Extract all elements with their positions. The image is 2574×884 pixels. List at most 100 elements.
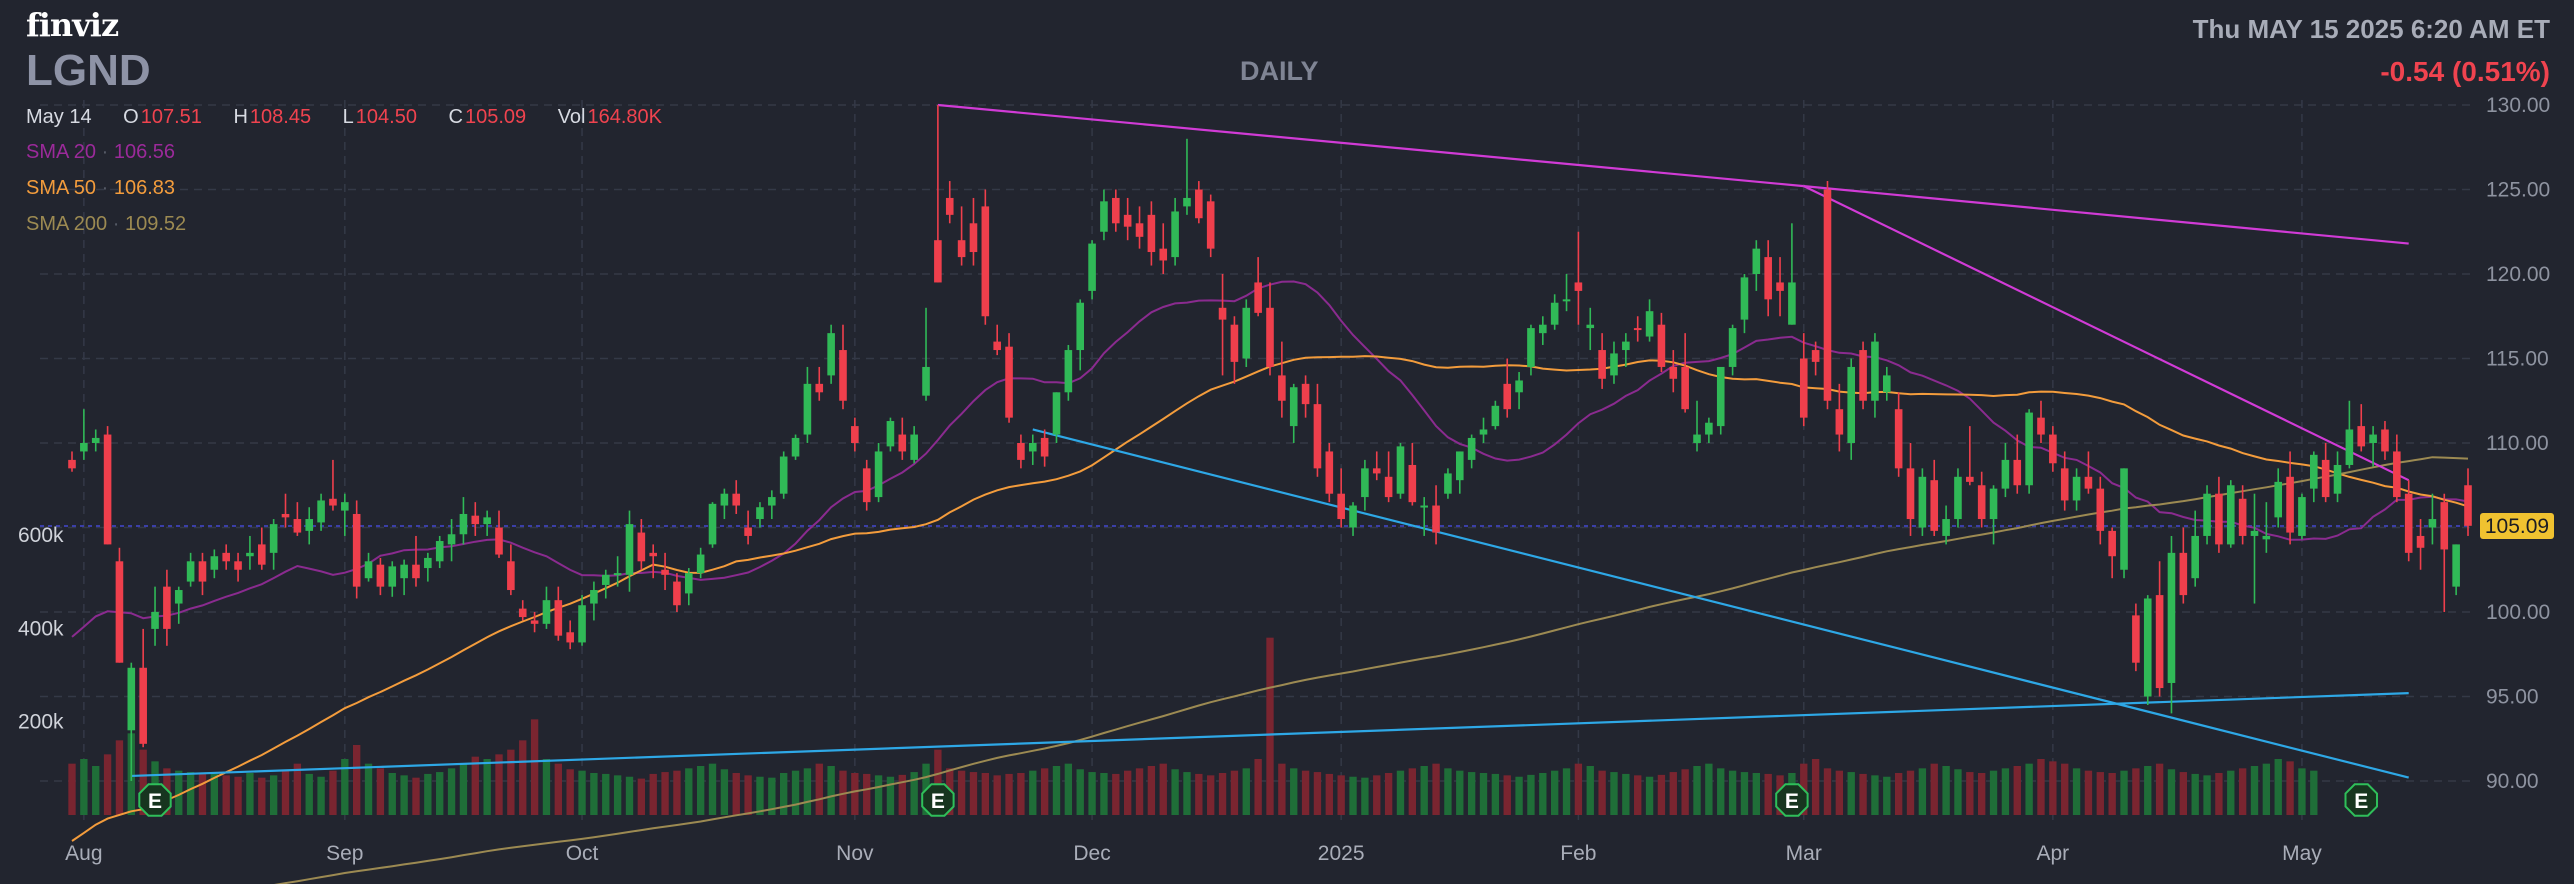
sma50-legend[interactable]: SMA 50 · 106.83 <box>26 177 175 199</box>
candle-body <box>1112 197 1120 224</box>
volume-bar <box>2310 770 2318 815</box>
candle-body <box>1254 282 1262 313</box>
candle-body <box>1871 341 1879 401</box>
candle-body <box>874 451 883 498</box>
volume-bar <box>1491 773 1500 815</box>
candle-body <box>495 527 503 555</box>
candle-body <box>1183 197 1191 207</box>
candle-body <box>2060 468 2069 501</box>
volume-bar <box>720 769 729 815</box>
last-price-tag <box>2480 512 2554 539</box>
volume-bar <box>1112 773 1120 815</box>
x-tick-label: Apr <box>2037 842 2070 865</box>
earnings-label: E <box>931 790 945 813</box>
candle-body <box>1716 366 1725 427</box>
candle-body <box>1799 358 1808 418</box>
candle-body <box>2416 535 2425 548</box>
volume-bar <box>1811 759 1820 815</box>
candle-body <box>2025 412 2033 486</box>
candle-body <box>1835 409 1844 435</box>
volume-bar <box>2025 763 2033 815</box>
volume-bar <box>685 768 693 815</box>
candle-body <box>2049 434 2057 464</box>
candle-body <box>934 240 942 283</box>
volume-bar <box>1930 763 1938 815</box>
y-tick-label: 90.00 <box>2486 770 2539 793</box>
volume-bar <box>732 773 740 815</box>
volume-bar <box>542 759 551 815</box>
candle-body <box>518 608 527 618</box>
sma200-legend[interactable]: SMA 200 · 109.52 <box>26 213 187 235</box>
candle-body <box>1325 451 1334 494</box>
candle-body <box>1705 422 1713 435</box>
volume-bar <box>376 768 385 815</box>
candle-body <box>2428 519 2437 528</box>
timeframe-label[interactable]: DAILY <box>1240 56 1319 86</box>
volume-bar <box>851 773 859 815</box>
sma200-line <box>274 456 2469 884</box>
volume-bar <box>1242 768 1250 815</box>
volume-bar <box>803 768 812 815</box>
candle-body <box>2013 459 2022 486</box>
volume-bar <box>2298 768 2306 815</box>
volume-bar <box>447 768 456 815</box>
earnings-marker <box>921 783 955 817</box>
volume-bar <box>2203 775 2211 815</box>
candle-body <box>1823 189 1832 401</box>
earnings-label: E <box>2354 790 2368 813</box>
candle-body <box>1930 480 1939 531</box>
earnings-label: E <box>1785 790 1799 813</box>
high-value: 108.45 <box>249 106 312 128</box>
candle-body <box>625 524 634 575</box>
volume-bar <box>80 759 88 815</box>
candle-body <box>1847 366 1856 443</box>
volume-bar <box>483 759 491 815</box>
volume-bar <box>1159 763 1167 815</box>
candle-body <box>744 527 752 536</box>
candle-body <box>1550 302 1559 325</box>
candle-body <box>1954 476 1962 520</box>
volume-bar <box>1313 772 1322 815</box>
volume-bar <box>1503 775 1511 815</box>
candles <box>68 105 2472 781</box>
volume-bar <box>1823 768 1832 815</box>
low-value: 104.50 <box>355 106 417 128</box>
volume-bar <box>1859 773 1867 815</box>
candle-body <box>2333 464 2342 494</box>
candle-body <box>1811 350 1820 362</box>
volume-bar <box>2072 768 2081 815</box>
volume-bar <box>1396 770 1405 815</box>
finviz-logo[interactable]: finviz <box>26 6 119 44</box>
candle-body <box>2262 535 2271 540</box>
candle-body <box>329 498 337 506</box>
y-tick-label: 115.00 <box>2486 348 2549 371</box>
volume-bar <box>1052 766 1061 815</box>
candle-body <box>862 468 871 503</box>
sma20-legend[interactable]: SMA 20 · 106.56 <box>26 141 175 163</box>
candle-body <box>1372 468 1381 474</box>
volume-bar <box>2274 759 2282 815</box>
candle-body <box>969 223 978 253</box>
volume-bar <box>981 773 990 815</box>
candle-body <box>459 513 468 535</box>
volume-bar <box>1147 766 1156 815</box>
volume-bar <box>1669 772 1677 815</box>
volume-bar <box>186 772 195 815</box>
volume-bar <box>258 777 266 815</box>
open-label: O <box>123 106 139 128</box>
volume-bar <box>602 773 610 815</box>
candle-body <box>708 503 717 545</box>
volume-bar <box>1539 773 1547 815</box>
volume-bar <box>1456 770 1464 815</box>
candle-body <box>1776 282 1784 291</box>
volume-bar <box>1835 770 1844 815</box>
volume-bar <box>791 770 800 815</box>
volume-bar <box>269 775 278 815</box>
volume-bar <box>1954 769 1962 815</box>
volume-bar <box>1942 766 1950 815</box>
candle-body <box>732 493 741 506</box>
volume-bar <box>2179 772 2188 815</box>
candle-body <box>483 517 491 525</box>
volume-bar <box>1349 776 1357 815</box>
